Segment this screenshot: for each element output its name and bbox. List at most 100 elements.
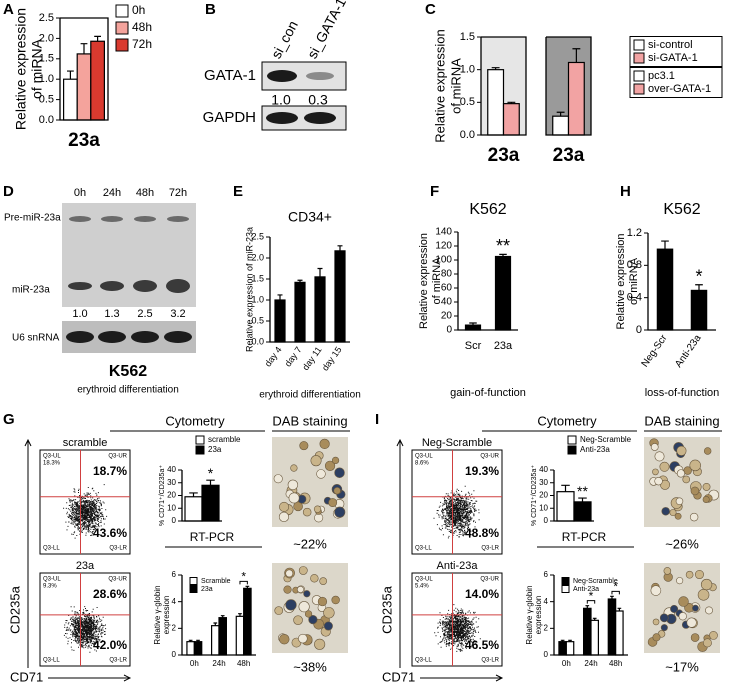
legend-swatch (633, 52, 645, 64)
stained-cell (285, 569, 294, 578)
error-bar (317, 267, 323, 277)
y-tick-label: 40 (167, 465, 176, 474)
stained-cell (676, 469, 686, 478)
bar (558, 641, 567, 656)
y-tick-label: 0 (172, 516, 177, 525)
band-quantity: 2.5 (137, 308, 152, 320)
dab-percent: ~22% (293, 536, 327, 551)
gate-percent: 18.7% (93, 464, 127, 478)
bar (184, 496, 203, 522)
stained-cell (674, 512, 682, 520)
stained-cell (661, 507, 670, 516)
stained-cell (663, 567, 672, 575)
stained-cell (650, 585, 662, 596)
significance-mark: ** (577, 483, 588, 499)
y-tick-label: 6 (172, 570, 177, 579)
gate-label: Q3-LL (43, 546, 60, 552)
gate-percent: 43.6% (93, 526, 127, 540)
bar (487, 69, 505, 136)
legend-swatch (189, 577, 198, 585)
x-tick-label: 23a (553, 145, 585, 166)
gate-label: Q3-UL (415, 577, 433, 583)
band-quantity: 1.0 (271, 92, 291, 108)
band (68, 282, 92, 290)
gate-label: Q3-UL (43, 454, 61, 460)
gate-percent: 5.4% (415, 584, 429, 590)
y-tick-label: 0.0 (460, 129, 475, 141)
y-axis-label: of miRNA (628, 257, 640, 305)
band-quantity: 0.3 (308, 92, 328, 108)
bar (76, 53, 92, 121)
band (100, 281, 124, 291)
bar (334, 250, 346, 343)
x-axis-label: CD71 (382, 669, 415, 684)
stained-cell (287, 479, 299, 491)
stained-cell (331, 595, 340, 605)
bar (90, 40, 106, 121)
axis-arrow (24, 438, 32, 668)
stained-cell (324, 460, 336, 471)
stained-cell (304, 610, 313, 618)
bar (690, 289, 708, 331)
y-tick-label: 120 (435, 241, 452, 252)
bar (464, 324, 482, 331)
y-axis-label: Relative γ-globin (525, 585, 534, 644)
lane-label: si_GATA-1 (304, 0, 349, 61)
stained-cell (685, 570, 694, 579)
axis-line (269, 237, 350, 343)
bar (193, 641, 203, 656)
significance-bracket (586, 600, 596, 604)
section-header: RT-PCR (562, 530, 607, 544)
y-axis-label: Relative γ-globin (153, 585, 162, 644)
legend-label: 72h (132, 37, 152, 51)
error-bar (561, 484, 570, 492)
error-bar (189, 492, 198, 497)
bar (607, 598, 617, 656)
y-tick-label: 0 (636, 324, 642, 336)
y-tick-label: 2.5 (251, 231, 264, 241)
y-axis-label: Relative expression of miR-23a (244, 227, 254, 352)
y-tick-label: 1.5 (460, 31, 475, 43)
y-tick-label: 1.5 (39, 53, 54, 65)
plot-name: Anti-23a (437, 560, 479, 572)
bar (565, 641, 575, 656)
stained-cell (650, 443, 659, 451)
band (131, 331, 159, 343)
band (101, 216, 123, 222)
stained-cell (310, 574, 319, 583)
y-tick-label: 20 (441, 311, 453, 322)
band (98, 331, 126, 343)
stained-cell (690, 633, 700, 642)
legend-swatch (195, 435, 205, 445)
bar (582, 607, 592, 656)
y-axis-label: CD235a (379, 585, 394, 633)
stained-cell (298, 633, 308, 644)
stained-cell (689, 512, 699, 522)
stained-cell (319, 438, 330, 450)
scatter-cloud (434, 604, 481, 652)
bar (615, 610, 624, 656)
y-tick-label: 6 (544, 570, 549, 579)
legend-label: 48h (132, 20, 152, 34)
stained-cell (296, 585, 304, 594)
y-axis-label: expression (162, 596, 171, 635)
y-tick-label: 2.0 (39, 32, 54, 44)
gate-label: Q3-UR (108, 454, 127, 460)
section-header: RT-PCR (190, 530, 235, 544)
stained-cell (675, 497, 684, 506)
gate-label: Q3-UL (43, 577, 61, 583)
error-bar (80, 43, 88, 54)
significance-mark: * (208, 465, 214, 481)
y-tick-label: 2 (172, 623, 177, 632)
x-tick-label: 0h (562, 659, 571, 668)
x-axis-label: gain-of-function (450, 387, 526, 399)
stained-cell (328, 498, 338, 508)
chart-title: K562 (469, 201, 506, 218)
stained-cell (692, 604, 699, 612)
y-tick-label: 4 (544, 597, 549, 606)
y-tick-label: 0 (544, 516, 549, 525)
error-bar (661, 240, 669, 250)
scatter-cloud (63, 606, 107, 653)
bar (573, 501, 592, 522)
